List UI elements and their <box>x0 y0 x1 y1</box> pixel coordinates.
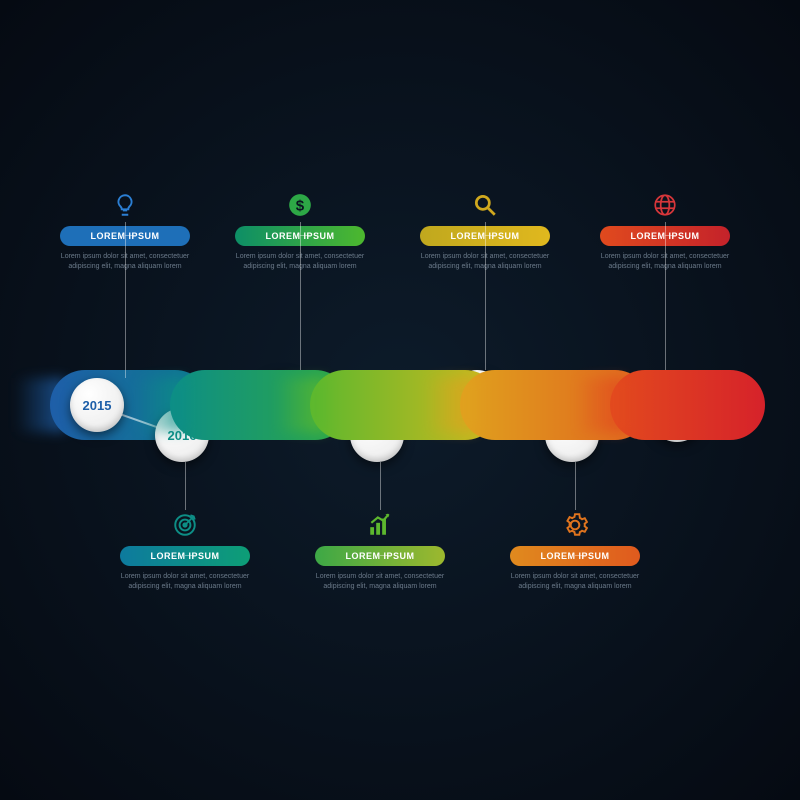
globe-icon <box>650 190 680 220</box>
callout-title-pill: LOREM IPSUM <box>120 546 250 566</box>
callout-body: Lorem ipsum dolor sit amet, consectetuer… <box>120 572 250 592</box>
callout-lead-line <box>485 222 486 370</box>
callout-c2016: LOREM IPSUM Lorem ipsum dolor sit amet, c… <box>120 510 250 592</box>
callout-lead-tick <box>665 235 675 236</box>
callout-body: Lorem ipsum dolor sit amet, consectetuer… <box>315 572 445 592</box>
callout-c2021: LOREM IPSUMLorem ipsum dolor sit amet, c… <box>600 190 730 272</box>
lightbulb-icon <box>110 190 140 220</box>
callout-lead-line <box>185 462 186 510</box>
callout-lead-line <box>380 462 381 510</box>
year-circle-2015: 2015 <box>70 378 124 432</box>
callout-title-pill: LOREM IPSUM <box>510 546 640 566</box>
callout-title: LOREM IPSUM <box>540 551 609 561</box>
callout-c2018: LOREM IPSUM Lorem ipsum dolor sit amet, c… <box>315 510 445 592</box>
callout-c2019: LOREM IPSUMLorem ipsum dolor sit amet, c… <box>420 190 550 272</box>
infographic-canvas: 2015201620172018201920202021 LOREM IPSUM… <box>0 0 800 800</box>
timeline-segment <box>610 370 765 440</box>
callout-title-pill: LOREM IPSUM <box>315 546 445 566</box>
callout-title: LOREM IPSUM <box>345 551 414 561</box>
callout-lead-line <box>575 462 576 510</box>
callout-body: Lorem ipsum dolor sit amet, consectetuer… <box>510 572 640 592</box>
callout-lead-tick <box>485 235 495 236</box>
callout-lead-line <box>125 222 126 378</box>
search-icon <box>470 190 500 220</box>
callout-lead-line <box>665 222 666 388</box>
timeline-bar <box>50 370 760 440</box>
callout-c2015: LOREM IPSUMLorem ipsum dolor sit amet, c… <box>60 190 190 272</box>
svg-text:$: $ <box>296 197 305 214</box>
target-icon <box>170 510 200 540</box>
gear-icon <box>560 510 590 540</box>
dollar-icon: $ <box>285 190 315 220</box>
callout-lead-tick <box>380 555 390 556</box>
callout-lead-tick <box>300 235 310 236</box>
callout-c2017: $LOREM IPSUMLorem ipsum dolor sit amet, … <box>235 190 365 272</box>
callout-lead-tick <box>125 235 135 236</box>
callout-c2020: LOREM IPSUM Lorem ipsum dolor sit amet, c… <box>510 510 640 592</box>
callout-lead-line <box>300 222 301 370</box>
year-label: 2015 <box>83 398 112 413</box>
chart-icon <box>365 510 395 540</box>
callout-title: LOREM IPSUM <box>150 551 219 561</box>
callout-lead-tick <box>575 555 585 556</box>
callout-lead-tick <box>185 555 195 556</box>
